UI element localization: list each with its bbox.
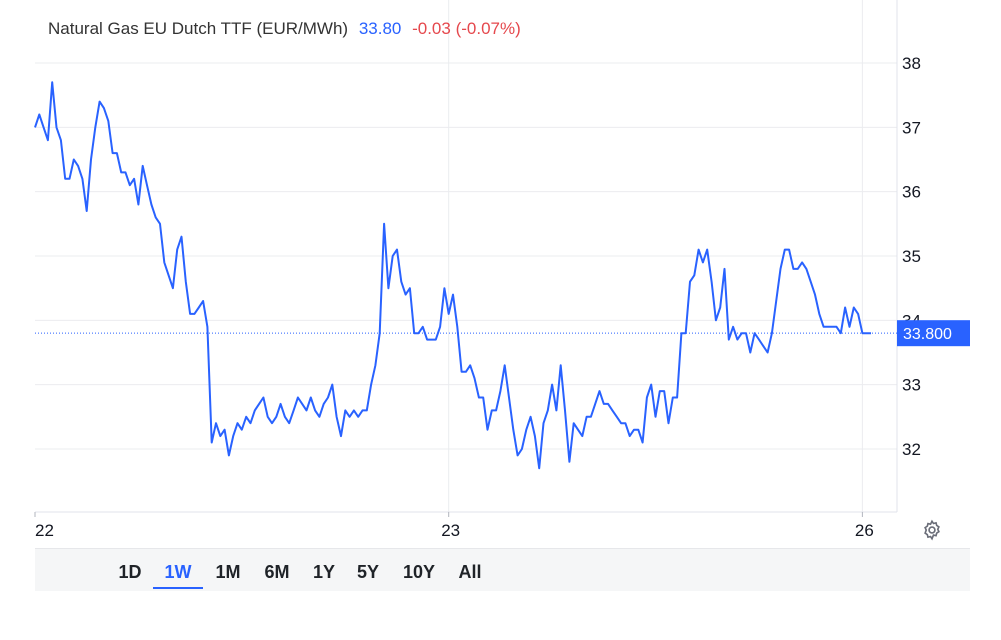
range-10y-button[interactable]: 10Y	[402, 562, 436, 582]
range-1w-button[interactable]: 1W	[153, 549, 203, 589]
y-tick-label: 35	[902, 247, 921, 266]
price-change: -0.03 (-0.07%)	[412, 19, 521, 38]
chart-grid	[35, 0, 897, 512]
range-5y-button[interactable]: 5Y	[356, 562, 380, 582]
y-axis: 32333435363738	[902, 54, 921, 459]
range-toolbar: 1D 1W 1M 6M 1Y 5Y 10Y All	[35, 548, 970, 591]
last-value-label: 33.800	[903, 326, 952, 343]
range-1d-button[interactable]: 1D	[118, 562, 142, 582]
last-value-badge: 33.800	[897, 320, 970, 347]
range-1y-button[interactable]: 1Y	[312, 562, 336, 582]
y-tick-label: 37	[902, 118, 921, 137]
range-6m-button[interactable]: 6M	[264, 562, 290, 582]
y-tick-label: 33	[902, 376, 921, 395]
instrument-name: Natural Gas EU Dutch TTF (EUR/MWh)	[48, 19, 349, 38]
chart-header: Natural Gas EU Dutch TTF (EUR/MWh) 33.80…	[48, 19, 527, 39]
y-tick-label: 38	[902, 54, 921, 73]
x-tick-label: 26	[855, 521, 874, 540]
y-tick-label: 36	[902, 183, 921, 202]
x-tick-label: 23	[441, 521, 460, 540]
x-axis: 222326272816:00	[34, 512, 874, 540]
range-1m-button[interactable]: 1M	[215, 562, 241, 582]
price-series-line	[34, 81, 871, 470]
y-tick-label: 32	[902, 440, 921, 459]
range-all-button[interactable]: All	[458, 562, 482, 582]
gear-icon[interactable]	[921, 519, 943, 541]
current-price: 33.80	[358, 19, 402, 38]
x-tick-label: 22	[35, 521, 54, 540]
